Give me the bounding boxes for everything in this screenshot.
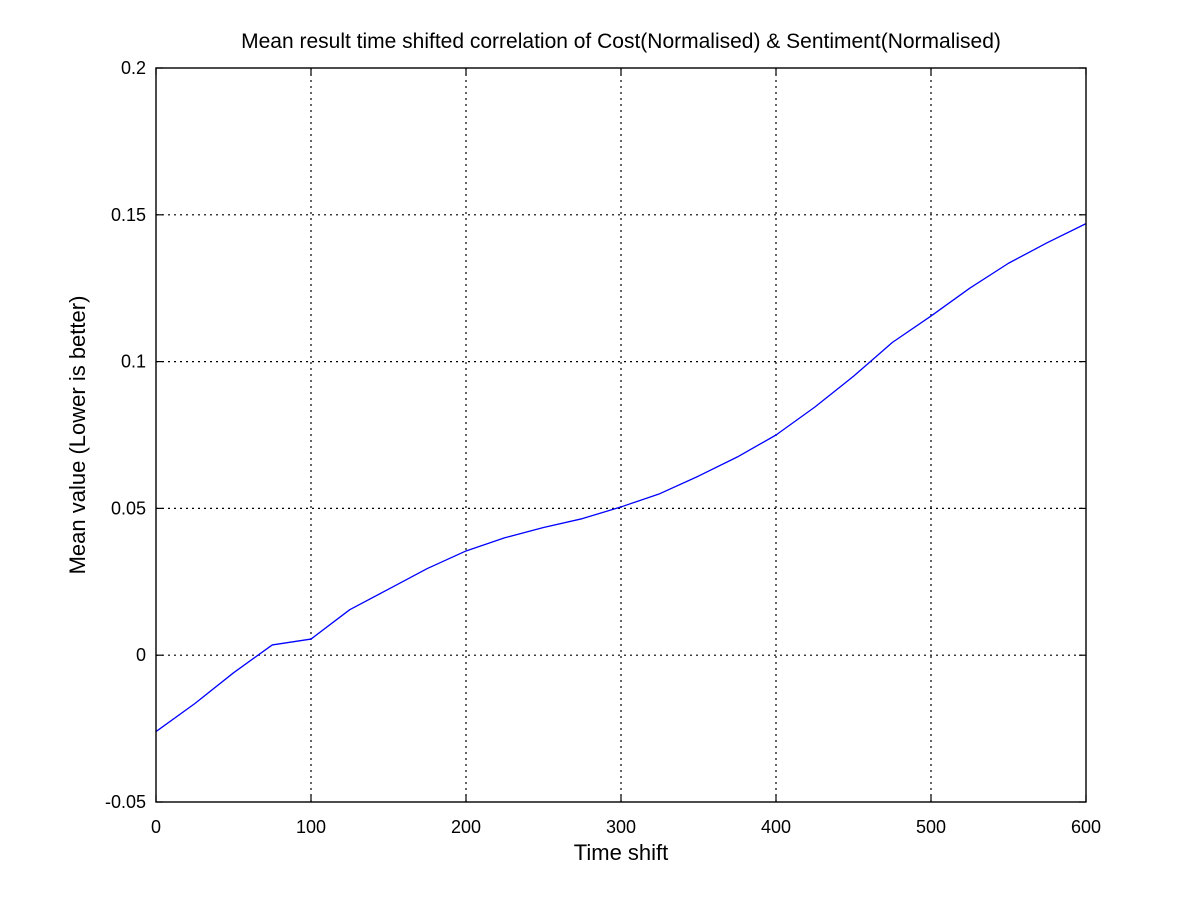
y-axis-title: Mean value (Lower is better) bbox=[65, 296, 90, 575]
x-tick-label: 400 bbox=[761, 817, 791, 837]
x-tick-label: 100 bbox=[296, 817, 326, 837]
x-tick-label: 300 bbox=[606, 817, 636, 837]
series-layer bbox=[155, 223, 1087, 733]
x-tick-label: 600 bbox=[1071, 817, 1101, 837]
y-tick-label: 0.1 bbox=[121, 352, 146, 372]
y-tick-label: 0.15 bbox=[111, 205, 146, 225]
y-tick-label: 0.2 bbox=[121, 58, 146, 78]
y-tick-label: 0 bbox=[136, 645, 146, 665]
y-tick-label: -0.05 bbox=[105, 792, 146, 812]
x-tick-label: 200 bbox=[451, 817, 481, 837]
series-line bbox=[155, 223, 1087, 733]
axis-ticks bbox=[155, 67, 1087, 803]
y-tick-label: 0.05 bbox=[111, 498, 146, 518]
chart-title: Mean result time shifted correlation of … bbox=[241, 30, 1001, 53]
x-tick-label: 0 bbox=[151, 817, 161, 837]
x-axis-title: Time shift bbox=[574, 840, 669, 865]
x-tick-label: 500 bbox=[916, 817, 946, 837]
